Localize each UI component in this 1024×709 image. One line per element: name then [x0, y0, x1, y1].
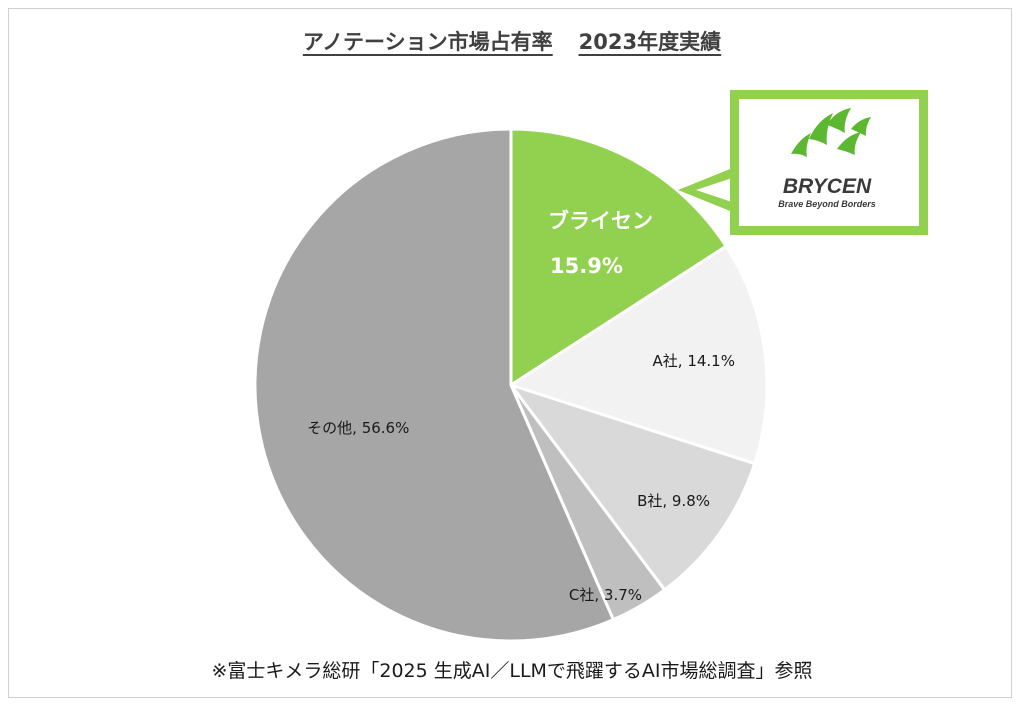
pie-slice [509, 127, 729, 388]
slice-label: ブライセン [548, 209, 653, 233]
pie-slice [506, 382, 757, 592]
pie-slice [507, 244, 769, 466]
slice-label: A社, 14.1% [653, 352, 735, 370]
slice-label: C社, 3.7% [569, 586, 642, 604]
slice-label: B社, 9.8% [637, 492, 710, 510]
source-note: ※富士キメラ総研「2025 生成AI／LLMで飛躍するAI市場総調査」参照 [211, 660, 813, 682]
logo-tagline: Brave Beyond Borders [778, 199, 876, 209]
brycen-logo: BRYCEN Brave Beyond Borders [778, 108, 876, 209]
callout-pointer-inner [696, 175, 741, 205]
sail-logo-icon [791, 108, 871, 157]
brycen-callout: BRYCEN Brave Beyond Borders [730, 90, 928, 235]
title-sub: 2023年度実績 [578, 30, 722, 54]
slice-value-label: 15.9% [550, 254, 623, 278]
title-main: アノテーション市場占有率 [302, 30, 553, 54]
logo-text: BRYCEN [783, 175, 872, 198]
chart-title: アノテーション市場占有率 2023年度実績 [0, 26, 1024, 56]
pie-slice [253, 127, 616, 643]
slice-label: その他, 56.6% [307, 419, 409, 437]
